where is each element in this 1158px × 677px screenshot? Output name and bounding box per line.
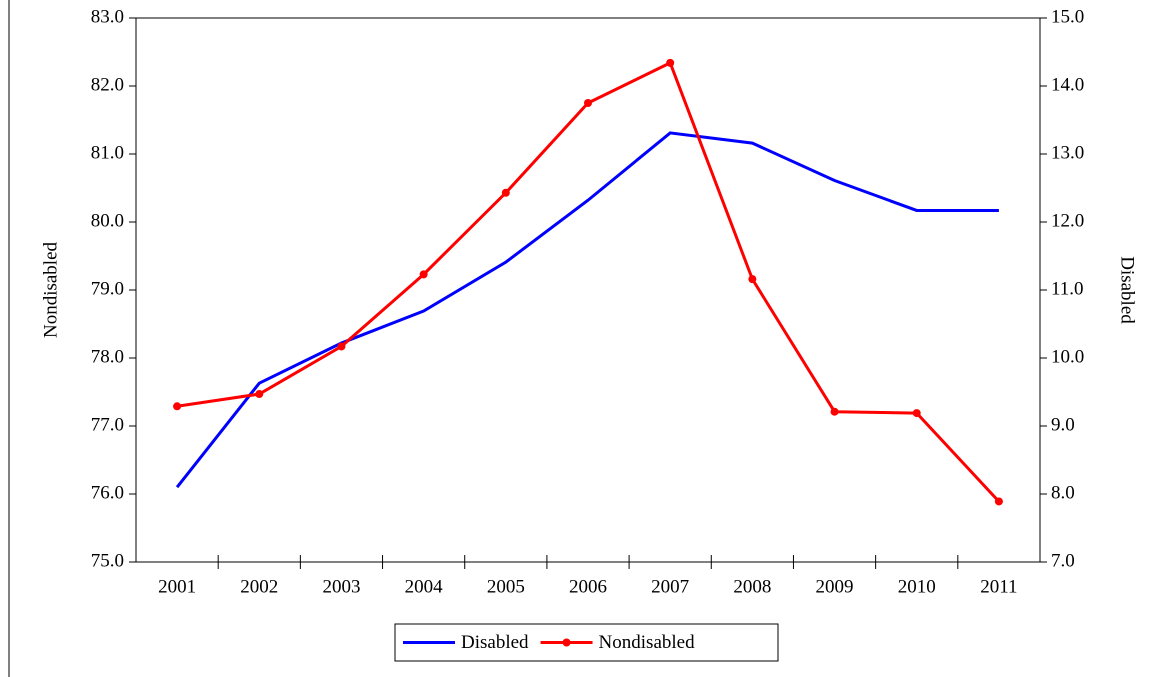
point — [173, 402, 182, 411]
point — [666, 58, 675, 67]
y2-axis-label: Disabled — [1117, 256, 1138, 324]
x-tick-label: 2002 — [240, 576, 278, 597]
x-tick-label: 2008 — [733, 576, 771, 597]
y2-tick-label: 13.0 — [1051, 142, 1084, 163]
legend-marker — [562, 638, 571, 647]
y-tick-label: 78.0 — [91, 346, 124, 367]
y2-tick-label: 10.0 — [1051, 346, 1084, 367]
y-tick-label: 79.0 — [91, 278, 124, 299]
x-tick-label: 2004 — [405, 576, 444, 597]
series-line — [176, 60, 1001, 503]
y2-tick-label: 8.0 — [1051, 482, 1075, 503]
y2-tick-label: 12.0 — [1051, 210, 1084, 231]
y-tick-label: 81.0 — [91, 142, 124, 163]
legend-box — [394, 623, 779, 662]
y2-tick-label: 9.0 — [1051, 414, 1075, 435]
y-tick-label: 80.0 — [91, 210, 124, 231]
point — [994, 497, 1003, 506]
x-tick-label: 2011 — [980, 576, 1017, 597]
y-tick-label: 75.0 — [91, 550, 124, 571]
y-tick-label: 76.0 — [91, 482, 124, 503]
point — [255, 390, 264, 399]
y2-tick-label: 11.0 — [1051, 278, 1084, 299]
point — [584, 99, 592, 107]
point — [912, 409, 921, 418]
y2-tick-label: 14.0 — [1051, 74, 1084, 95]
x-tick-label: 2009 — [816, 576, 854, 597]
y-axis-label: Nondisabled — [40, 241, 61, 338]
point — [337, 342, 346, 351]
y-tick-label: 77.0 — [91, 414, 124, 435]
y-tick-label: 83.0 — [91, 6, 124, 27]
y2-tick-label: 7.0 — [1051, 550, 1075, 571]
point — [830, 407, 839, 416]
y2-tick-label: 15.0 — [1051, 6, 1084, 27]
series-line — [175, 131, 999, 489]
x-tick-label: 2001 — [158, 576, 196, 597]
point — [419, 270, 428, 279]
point — [748, 275, 757, 284]
y-tick-label: 82.0 — [91, 74, 124, 95]
legend-label: Disabled — [461, 632, 529, 653]
x-tick-label: 2006 — [569, 576, 607, 597]
legend-label: Nondisabled — [599, 632, 696, 653]
x-tick-label: 2010 — [898, 576, 936, 597]
x-tick-label: 2005 — [487, 576, 525, 597]
point — [501, 188, 510, 197]
x-tick-label: 2007 — [651, 576, 689, 597]
x-tick-label: 2003 — [322, 576, 360, 597]
